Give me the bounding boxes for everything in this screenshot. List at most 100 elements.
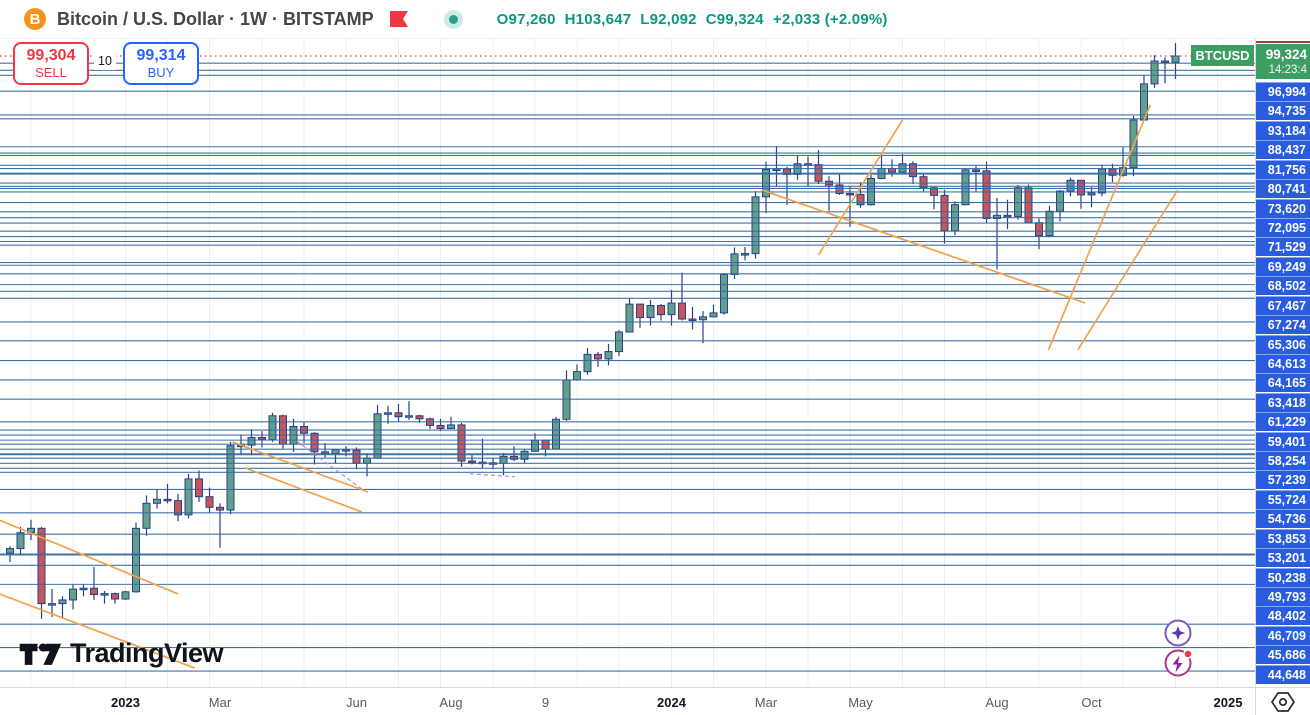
price-level-label: 57,239	[1256, 470, 1310, 490]
symbol-price-flag: BTCUSD	[1191, 45, 1254, 66]
symbol-toolbar: B Bitcoin / U.S. Dollar · 1W · BITSTAMP …	[0, 0, 1310, 39]
price-level-label: 59,401	[1256, 431, 1310, 451]
candle-down	[415, 415, 424, 420]
price-level-label: 50,238	[1256, 567, 1310, 587]
close-value: C99,324	[705, 10, 764, 28]
trendline[interactable]	[0, 519, 179, 595]
time-tick-label: May	[848, 695, 873, 710]
candle-up	[79, 587, 88, 591]
candle-down	[657, 304, 665, 316]
candle-up	[1098, 168, 1106, 194]
flag-icon[interactable]	[389, 10, 410, 28]
candle-down	[111, 593, 119, 600]
candle-up	[6, 548, 14, 554]
candle-down	[1161, 60, 1169, 63]
price-axis[interactable]: USD 99,324 14:23:4 96,99494,73593,18488,…	[1255, 0, 1310, 687]
price-level-label: 71,529	[1256, 237, 1310, 257]
candle-up	[573, 371, 581, 381]
bar-countdown: 14:23:4	[1268, 63, 1307, 76]
candle-down	[90, 587, 98, 595]
candle-down	[310, 432, 319, 453]
price-level-label: 72,095	[1256, 217, 1310, 237]
price-level-label: 61,229	[1256, 412, 1310, 432]
candle-up	[993, 214, 1001, 219]
candle-up	[1087, 192, 1096, 196]
trendline[interactable]	[817, 119, 904, 256]
price-level-label: 67,274	[1256, 315, 1310, 334]
candle-up	[1171, 55, 1180, 63]
change-value: +2,033 (+2.09%)	[772, 10, 888, 28]
low-value: L92,092	[640, 10, 697, 28]
trendline[interactable]	[296, 440, 363, 490]
candle-up	[720, 273, 728, 314]
price-level-label: 94,735	[1256, 101, 1310, 121]
price-level-label: 58,254	[1256, 451, 1310, 470]
tradingview-watermark-text: TradingView	[70, 637, 224, 668]
candle-up	[247, 437, 256, 446]
trendline[interactable]	[1077, 189, 1179, 351]
trendline[interactable]	[1047, 104, 1152, 351]
price-level-label: 96,994	[1256, 82, 1310, 101]
candle-down	[342, 449, 350, 452]
candle-up	[615, 331, 623, 353]
notification-dot	[1183, 649, 1193, 659]
candle-up	[751, 196, 760, 255]
candle-up	[48, 603, 56, 606]
trendline[interactable]	[0, 593, 196, 669]
candlestick-series	[6, 43, 1180, 619]
buy-price: 99,314	[136, 47, 186, 64]
price-level-label: 69,249	[1256, 256, 1310, 276]
symbol-title[interactable]: Bitcoin / U.S. Dollar · 1W · BITSTAMP	[57, 8, 374, 29]
vertical-gridlines	[30, 38, 1218, 687]
candle-down	[457, 424, 466, 462]
candle-down	[174, 500, 182, 516]
candle-down	[394, 412, 403, 418]
candle-up	[730, 253, 739, 275]
lightning-alerts-icon[interactable]	[1164, 649, 1193, 677]
price-level-label: 93,184	[1256, 120, 1310, 140]
chart-quick-actions	[1162, 618, 1196, 685]
open-value: O97,260	[496, 10, 556, 28]
sell-price: 99,304	[26, 47, 76, 64]
tradingview-logo-icon	[19, 643, 62, 665]
candle-up	[604, 351, 613, 360]
candle-up	[667, 302, 676, 316]
candle-up	[142, 502, 151, 529]
candle-up	[646, 304, 655, 319]
price-level-label: 81,756	[1256, 159, 1310, 179]
high-value: H103,647	[564, 10, 632, 28]
candle-up	[268, 415, 277, 441]
trendline[interactable]	[244, 467, 363, 513]
chart-canvas[interactable]	[0, 0, 1255, 687]
time-tick-label: Oct	[1081, 695, 1102, 710]
bitcoin-logo-icon: B	[24, 8, 46, 30]
sparkle-ai-icon[interactable]	[1164, 619, 1192, 647]
price-level-label: 63,418	[1256, 392, 1310, 412]
axis-settings-icon[interactable]	[1270, 691, 1296, 715]
candle-down	[37, 527, 46, 605]
buy-label: BUY	[147, 65, 175, 80]
trendline[interactable]	[761, 189, 1086, 304]
trendline[interactable]	[469, 473, 516, 478]
sell-button[interactable]: 99,304 SELL	[13, 42, 89, 85]
price-level-label: 73,620	[1256, 198, 1310, 218]
candle-up	[69, 588, 77, 601]
ohlc-readout: O97,260 H103,647 L92,092 C99,324 +2,033 (+2.…	[497, 11, 897, 28]
candle-up	[331, 449, 340, 455]
candle-down	[468, 460, 476, 463]
trendlines	[0, 104, 1179, 669]
time-axis[interactable]: 2023 Mar Jun Aug 9 2024 Mar May Aug Oct 2025	[0, 687, 1310, 715]
buy-button[interactable]: 99,314 BUY	[123, 42, 199, 85]
candle-up	[1066, 179, 1075, 192]
time-tick-label: 2025	[1213, 695, 1243, 710]
price-level-label: 64,613	[1256, 353, 1310, 373]
price-level-label: 44,648	[1256, 664, 1310, 684]
time-tick-label: 2023	[111, 695, 140, 710]
candle-up	[772, 168, 781, 172]
candle-down	[982, 170, 991, 219]
price-level-label: 46,709	[1256, 625, 1310, 645]
candle-up	[1056, 190, 1064, 212]
candle-up	[405, 415, 413, 418]
trendline[interactable]	[232, 441, 369, 493]
